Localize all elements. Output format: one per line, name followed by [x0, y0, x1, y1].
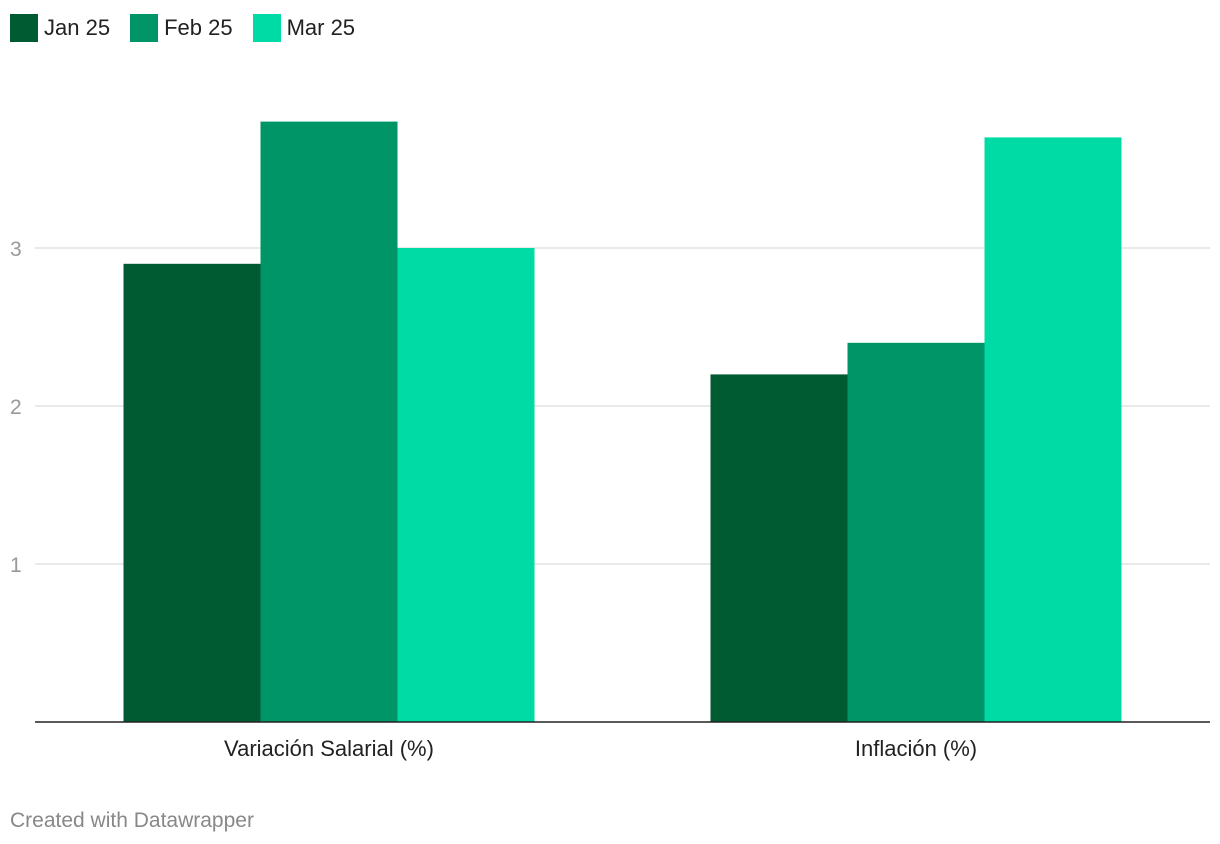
y-axis-ticks: 1 2 3	[10, 238, 22, 577]
credit-footer: Created with Datawrapper	[10, 809, 254, 832]
legend-label: Mar 25	[286, 15, 356, 40]
bars	[123, 121, 1122, 723]
legend-swatch	[252, 14, 281, 42]
y-tick-label: 1	[10, 554, 22, 577]
x-category-label: Inflación (%)	[855, 736, 977, 761]
bar	[397, 248, 535, 722]
legend-item: Feb 25	[130, 14, 233, 42]
y-tick-label: 3	[10, 238, 22, 261]
legend-swatch	[130, 14, 159, 42]
legend-label: Feb 25	[164, 15, 233, 40]
legend-item: Jan 25	[10, 14, 110, 42]
legend-label: Jan 25	[44, 15, 111, 40]
x-axis-labels: Variación Salarial (%) Inflación (%)	[224, 736, 977, 761]
y-tick-label: 2	[10, 396, 22, 419]
bar	[984, 137, 1122, 722]
legend-item: Mar 25	[252, 14, 356, 42]
bar	[847, 342, 985, 722]
bar	[710, 374, 848, 722]
bar	[123, 263, 261, 722]
bar	[260, 121, 398, 723]
chart-legend: Jan 25 Feb 25 Mar 25	[10, 12, 375, 44]
x-category-label: Variación Salarial (%)	[224, 736, 434, 761]
legend-swatch	[10, 14, 38, 42]
